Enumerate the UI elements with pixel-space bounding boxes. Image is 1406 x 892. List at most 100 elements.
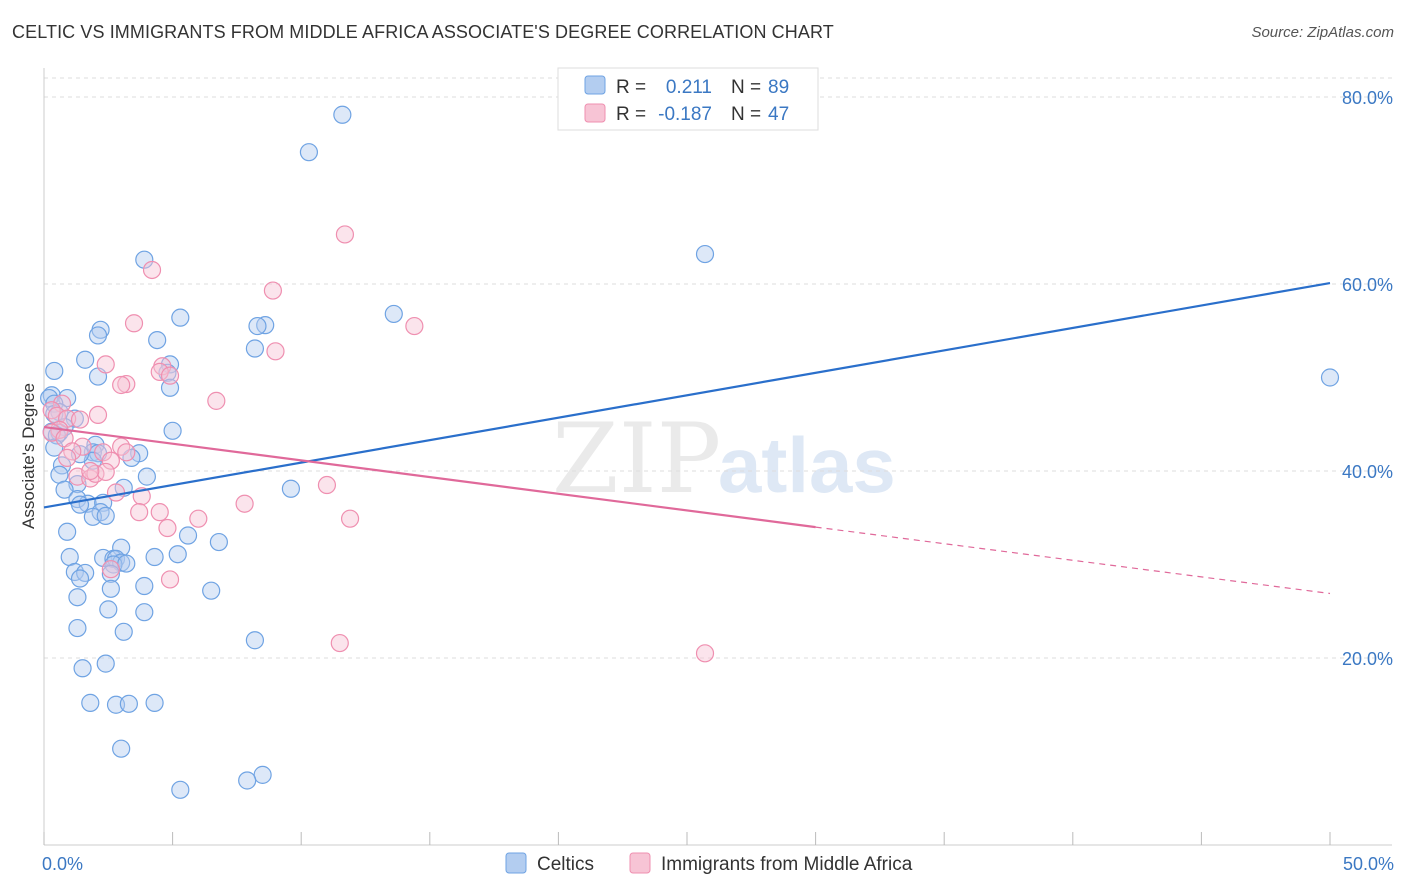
watermark-atlas: atlas <box>718 421 896 509</box>
immigrants-point-38 <box>130 503 149 522</box>
immigrants-point-42 <box>158 518 177 538</box>
bottom-legend-label-celtics: Celtics <box>537 854 594 875</box>
celtics-point-81 <box>81 693 100 712</box>
celtics-point-75 <box>135 603 154 622</box>
celtics-point-41 <box>137 467 156 486</box>
immigrants-point-27 <box>58 448 77 468</box>
legend-swatch-immigrants <box>584 103 606 123</box>
legend-r-value-immigrants: -0.187 <box>658 104 712 125</box>
celtics-point-82 <box>106 695 126 714</box>
celtics-point-80 <box>73 659 92 678</box>
series-legend: Celtics Immigrants from Middle Africa <box>505 852 913 875</box>
celtics-point-72 <box>202 581 221 600</box>
watermark-zip: ZIP <box>552 403 721 515</box>
immigrants-point-6 <box>96 355 115 374</box>
immigrants-point-28 <box>101 451 120 470</box>
immigrants-point-11 <box>112 375 131 395</box>
immigrants-point-14 <box>42 401 61 420</box>
immigrants-point-17 <box>70 410 90 429</box>
celtics-point-2 <box>695 244 715 264</box>
celtics-point-12 <box>76 350 95 369</box>
immigrants-point-37 <box>235 494 254 513</box>
immigrants-point-15 <box>47 406 66 425</box>
legend-r-label-immigrants: R = <box>616 104 646 125</box>
celtics-trend-line <box>43 281 1331 509</box>
immigrants-point-35 <box>106 483 126 502</box>
celtics-point-87 <box>238 771 257 790</box>
immigrants-point-3 <box>405 316 424 336</box>
x-axis-ticks <box>43 832 1331 845</box>
celtics-point-88 <box>171 780 190 799</box>
celtics-point-58 <box>145 547 164 567</box>
immigrants-point-23 <box>112 437 131 456</box>
celtics-point-76 <box>114 622 133 641</box>
immigrants-trend-line-extension <box>815 526 1331 595</box>
celtics-point-44 <box>281 479 301 498</box>
bottom-legend-label-immigrants: Immigrants from Middle Africa <box>661 854 913 875</box>
celtics-point-38 <box>122 448 141 468</box>
immigrants-point-18 <box>88 405 108 424</box>
bottom-legend-swatch-immigrants <box>629 852 651 874</box>
celtics-point-45 <box>55 480 74 499</box>
immigrants-point-34 <box>317 475 337 495</box>
immigrants-trend-line <box>43 425 816 529</box>
celtics-point-71 <box>135 576 154 596</box>
y-axis-tick-labels: 20.0% 40.0% 60.0% 80.0% <box>1342 88 1393 669</box>
chart-source: Source: ZipAtlas.com <box>1251 24 1394 41</box>
celtics-point-15 <box>45 361 64 381</box>
celtics-point-9 <box>88 326 108 345</box>
celtics-point-85 <box>112 739 131 758</box>
celtics-point-18 <box>1320 368 1340 387</box>
immigrants-point-12 <box>207 391 226 410</box>
celtics-point-55 <box>209 532 228 552</box>
legend-swatch-celtics <box>584 75 606 95</box>
celtics-point-49 <box>70 495 90 514</box>
immigrants-point-39 <box>150 503 169 522</box>
celtics-point-73 <box>68 588 87 607</box>
celtics-point-10 <box>148 331 167 350</box>
immigrants-point-9 <box>160 366 180 385</box>
celtics-point-0 <box>333 105 352 124</box>
y-axis-label: Associate's Degree <box>19 383 38 529</box>
immigrants-point-10 <box>117 374 136 394</box>
immigrants-point-4 <box>124 314 144 333</box>
celtics-point-74 <box>99 600 118 619</box>
bottom-legend-swatch-celtics <box>505 852 527 874</box>
celtics-point-78 <box>245 631 265 650</box>
immigrants-point-46 <box>695 644 715 663</box>
x-tick-label-min: 0.0% <box>42 854 83 874</box>
celtics-point-67 <box>76 563 95 583</box>
celtics-point-1 <box>299 143 319 162</box>
celtics-point-83 <box>119 694 138 713</box>
immigrants-point-43 <box>101 560 120 579</box>
correlation-legend: R = 0.211 N = 89 R = -0.187 N = 47 <box>557 67 819 131</box>
immigrants-point-0 <box>335 225 355 244</box>
celtics-point-52 <box>96 506 115 525</box>
legend-r-value-celtics: 0.211 <box>666 77 712 98</box>
x-tick-label-max: 50.0% <box>1343 854 1394 874</box>
celtics-point-4 <box>384 304 403 324</box>
celtics-point-54 <box>178 526 198 545</box>
immigrants-point-8 <box>150 362 169 381</box>
immigrants-point-45 <box>330 633 349 653</box>
legend-r-label-celtics: R = <box>616 77 646 98</box>
celtics-point-53 <box>58 522 77 541</box>
legend-n-label-celtics: N = <box>731 77 761 98</box>
celtics-point-84 <box>145 693 164 712</box>
immigrants-point-22 <box>73 437 92 456</box>
celtics-point-6 <box>256 316 275 335</box>
immigrants-point-2 <box>263 281 283 300</box>
series-immigrants-points <box>42 225 715 663</box>
celtics-point-7 <box>248 316 267 336</box>
celtics-point-69 <box>70 569 90 588</box>
legend-n-label-immigrants: N = <box>731 104 761 125</box>
celtics-point-51 <box>83 507 102 526</box>
celtics-point-86 <box>253 765 272 784</box>
y-tick-label-40: 40.0% <box>1342 462 1393 482</box>
immigrants-point-26 <box>117 443 136 462</box>
celtics-point-65 <box>117 554 136 573</box>
y-tick-label-80: 80.0% <box>1342 88 1393 108</box>
immigrants-point-32 <box>96 462 115 482</box>
celtics-point-77 <box>68 618 87 638</box>
